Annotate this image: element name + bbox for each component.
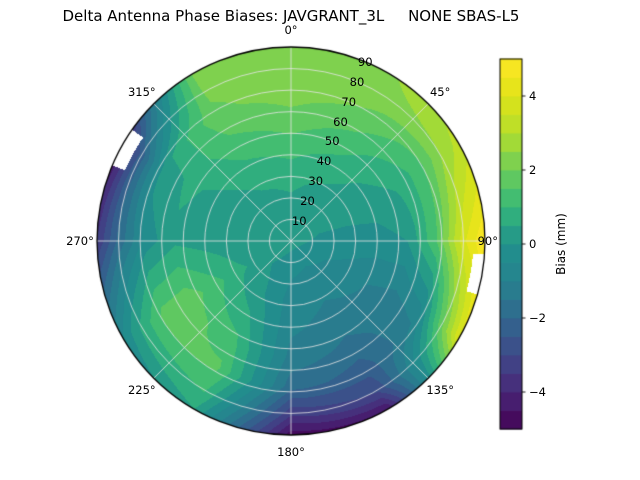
colorbar-axis-label: Bias (mm) bbox=[554, 213, 568, 275]
azimuth-tick-label: 315° bbox=[127, 84, 156, 99]
radial-tick-label: 70 bbox=[341, 94, 357, 109]
radial-tick-label: 90 bbox=[357, 54, 373, 69]
radial-tick-label: 10 bbox=[291, 214, 307, 229]
radial-tick-label: 50 bbox=[324, 134, 340, 149]
radial-tick-label: 40 bbox=[316, 154, 332, 169]
colorbar-tick-label: 4 bbox=[529, 89, 537, 103]
azimuth-tick-label: 45° bbox=[429, 84, 451, 99]
radial-tick-label: 80 bbox=[349, 74, 365, 89]
colorbar-tick-label: −2 bbox=[529, 311, 546, 325]
chart-title: Delta Antenna Phase Biases: JAVGRANT_3L … bbox=[62, 7, 520, 25]
radial-tick-label: 60 bbox=[333, 114, 348, 129]
colorbar-tick-label: 0 bbox=[529, 237, 537, 251]
radial-tick-label: 30 bbox=[308, 174, 324, 189]
colorbar-tick-label: 2 bbox=[529, 163, 537, 177]
azimuth-tick-label: 180° bbox=[277, 445, 305, 459]
azimuth-tick-label: 270° bbox=[66, 234, 94, 248]
radial-tick-label: 20 bbox=[300, 194, 315, 209]
azimuth-tick-label: 135° bbox=[426, 383, 455, 398]
azimuth-tick-label: 90° bbox=[477, 234, 498, 248]
azimuth-tick-label: 225° bbox=[127, 383, 156, 398]
azimuth-tick-label: 0° bbox=[284, 23, 298, 37]
colorbar-tick-label: −4 bbox=[529, 385, 546, 399]
